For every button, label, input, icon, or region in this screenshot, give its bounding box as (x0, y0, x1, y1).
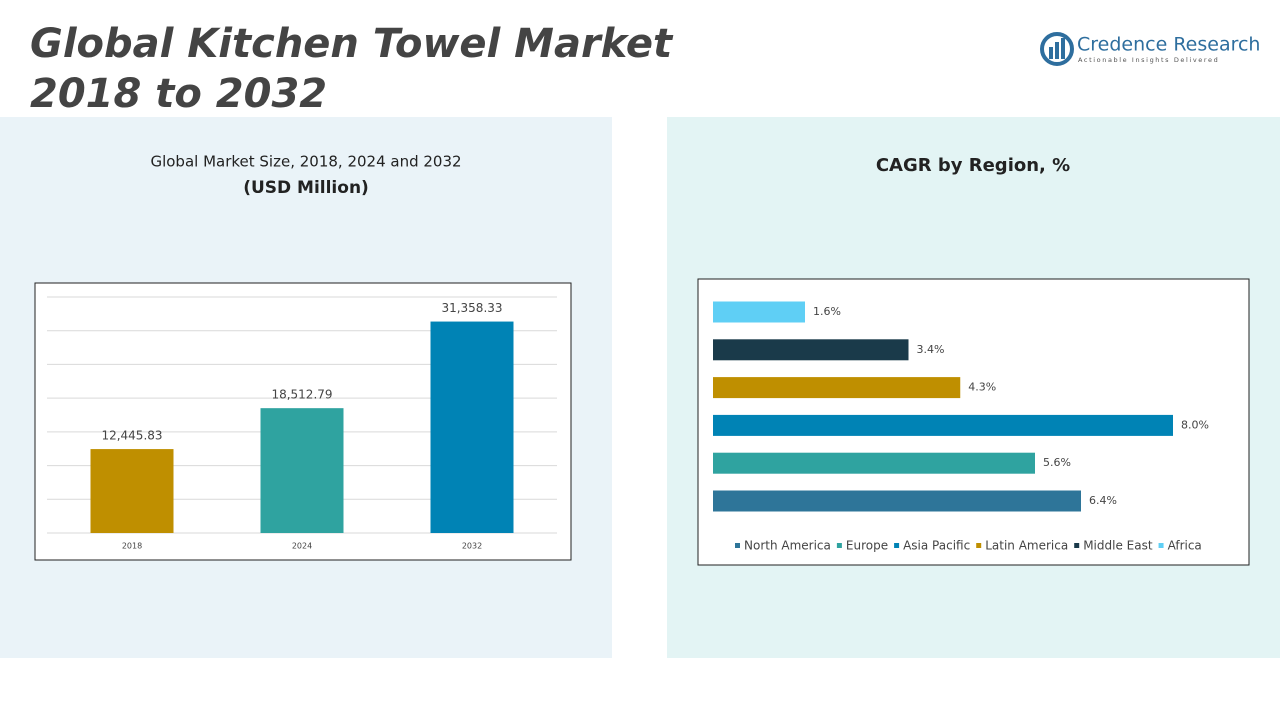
brand: Credence Research (1077, 34, 1260, 56)
legend-label: Asia Pacific (903, 539, 970, 553)
x-tick-label: 2032 (462, 542, 482, 551)
legend-swatch (735, 543, 740, 548)
chart-subtitle: (USD Million) (243, 178, 369, 198)
value-label: 5.6% (1043, 456, 1071, 469)
value-label: 6.4% (1089, 494, 1117, 507)
chart-title: Global Market Size, 2018, 2024 and 2032 (150, 153, 461, 171)
value-label: 12,445.83 (101, 429, 162, 443)
value-label: 3.4% (917, 343, 945, 356)
legend-swatch (894, 543, 900, 548)
value-label: 4.3% (968, 381, 996, 394)
value-label: 8.0% (1181, 418, 1209, 431)
value-label: 18,512.79 (271, 388, 332, 402)
x-tick-label: 2018 (122, 542, 142, 551)
legend-label: Africa (1168, 539, 1202, 553)
legend-swatch (1158, 543, 1164, 548)
chart-title: CAGR by Region, % (876, 155, 1070, 176)
legend-label: North America (744, 539, 831, 553)
page-title: Global Kitchen Towel Market (30, 21, 674, 67)
legend-swatch (1074, 543, 1080, 548)
legend-swatch (976, 543, 982, 548)
page-title: 2018 to 2032 (30, 71, 327, 117)
legend-label: Europe (846, 539, 888, 553)
value-label: 31,358.33 (441, 301, 502, 315)
bar (713, 339, 909, 361)
bar (713, 414, 1173, 436)
bar (713, 301, 805, 323)
bar (90, 449, 174, 533)
tagline: Actionable Insights Delivered (1078, 56, 1219, 64)
legend-label: Middle East (1083, 539, 1153, 553)
legend-label: Latin America (985, 539, 1068, 553)
bar (713, 452, 1035, 474)
logo-icon (1040, 32, 1074, 66)
bar (430, 321, 514, 533)
value-label: 1.6% (813, 305, 841, 318)
x-tick-label: 2024 (292, 542, 312, 551)
bar (260, 408, 344, 533)
bar (713, 377, 961, 399)
bar (713, 490, 1081, 512)
legend-swatch (836, 543, 842, 548)
